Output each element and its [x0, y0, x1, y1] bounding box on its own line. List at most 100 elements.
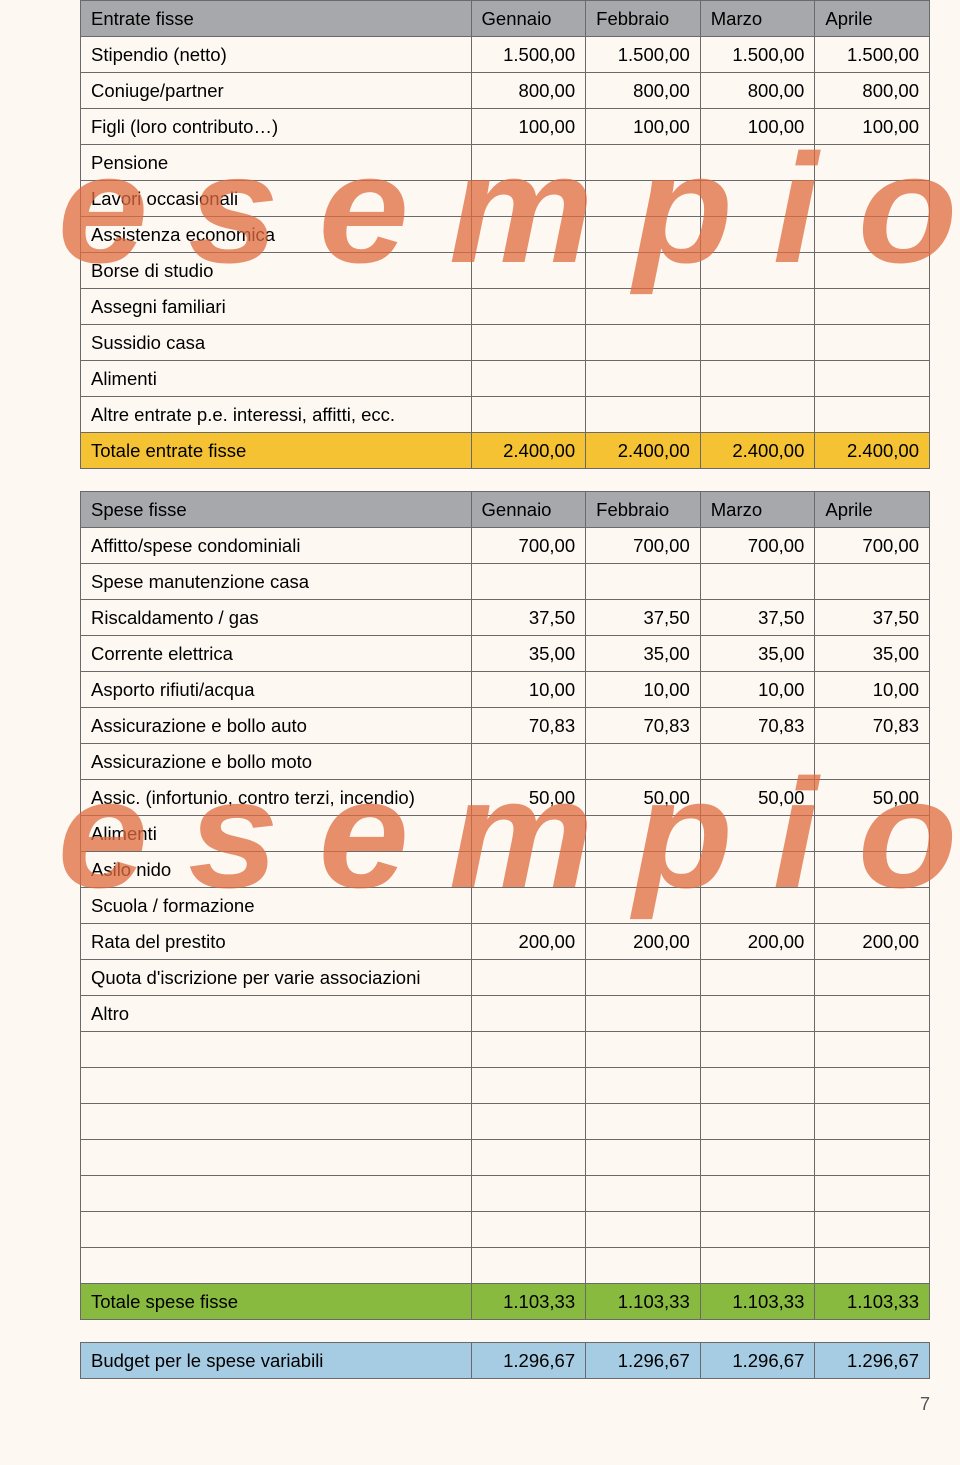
entrate-total-0: 2.400,00	[471, 433, 586, 469]
table-row	[81, 1212, 930, 1248]
table-row: Alimenti	[81, 361, 930, 397]
spese-row-value: 50,00	[815, 780, 930, 816]
spese-row-label: Scuola / formazione	[81, 888, 472, 924]
spese-row-label	[81, 1176, 472, 1212]
table-row: Sussidio casa	[81, 325, 930, 361]
spese-total-0: 1.103,33	[471, 1284, 586, 1320]
table-row: Affitto/spese condominiali700,00700,0070…	[81, 528, 930, 564]
entrate-row-label: Pensione	[81, 145, 472, 181]
spese-row-value: 50,00	[700, 780, 815, 816]
col-month-1b: Febbraio	[586, 492, 701, 528]
col-month-2: Marzo	[700, 1, 815, 37]
table-row: Altre entrate p.e. interessi, affitti, e…	[81, 397, 930, 433]
entrate-row-value: 100,00	[815, 109, 930, 145]
entrate-total-label: Totale entrate fisse	[81, 433, 472, 469]
spese-row-value	[586, 564, 701, 600]
entrate-row-value	[700, 217, 815, 253]
spese-row-value	[815, 564, 930, 600]
table-row: Scuola / formazione	[81, 888, 930, 924]
entrate-row-value	[700, 289, 815, 325]
entrate-row-value	[586, 181, 701, 217]
spese-row-value	[815, 996, 930, 1032]
entrate-row-value: 800,00	[815, 73, 930, 109]
entrate-row-value	[586, 325, 701, 361]
table-row: Corrente elettrica35,0035,0035,0035,00	[81, 636, 930, 672]
spese-row-value	[815, 816, 930, 852]
spese-row-value: 70,83	[471, 708, 586, 744]
spese-row-value	[815, 1212, 930, 1248]
spese-row-value: 37,50	[471, 600, 586, 636]
spese-row-label: Spese manutenzione casa	[81, 564, 472, 600]
entrate-row-label: Alimenti	[81, 361, 472, 397]
entrate-header-row: Entrate fisse Gennaio Febbraio Marzo Apr…	[81, 1, 930, 37]
table-row: Rata del prestito200,00200,00200,00200,0…	[81, 924, 930, 960]
spese-row-value	[586, 996, 701, 1032]
spese-row-value	[815, 888, 930, 924]
spese-row-value	[815, 1140, 930, 1176]
entrate-row-value: 800,00	[700, 73, 815, 109]
table-row: Assic. (infortunio, contro terzi, incend…	[81, 780, 930, 816]
spese-row-value	[586, 1104, 701, 1140]
entrate-row-value	[815, 145, 930, 181]
table-row	[81, 1140, 930, 1176]
spese-row-value: 10,00	[586, 672, 701, 708]
entrate-row-value	[815, 181, 930, 217]
entrate-row-label: Lavori occasionali	[81, 181, 472, 217]
spese-row-value: 70,83	[700, 708, 815, 744]
entrate-row-value: 800,00	[471, 73, 586, 109]
spese-row-value	[586, 1248, 701, 1284]
budget-val-0: 1.296,67	[471, 1343, 586, 1379]
spese-row-label	[81, 1104, 472, 1140]
spese-row-value: 35,00	[700, 636, 815, 672]
budget-label: Budget per le spese variabili	[81, 1343, 472, 1379]
budget-val-3: 1.296,67	[815, 1343, 930, 1379]
spese-row-value	[815, 1068, 930, 1104]
table-row: Assegni familiari	[81, 289, 930, 325]
spese-row-label: Corrente elettrica	[81, 636, 472, 672]
entrate-row-value	[471, 217, 586, 253]
table-row: Stipendio (netto)1.500,001.500,001.500,0…	[81, 37, 930, 73]
spese-row-value	[586, 1032, 701, 1068]
entrate-row-value: 100,00	[700, 109, 815, 145]
spese-row-value	[471, 1032, 586, 1068]
spese-row-value	[815, 1104, 930, 1140]
spese-row-value: 50,00	[586, 780, 701, 816]
spese-row-value: 200,00	[586, 924, 701, 960]
spese-row-value	[471, 852, 586, 888]
table-row	[81, 1248, 930, 1284]
spese-row-label: Assicurazione e bollo auto	[81, 708, 472, 744]
spese-row-value	[700, 1176, 815, 1212]
spese-row-value: 70,83	[815, 708, 930, 744]
spese-row-label: Assic. (infortunio, contro terzi, incend…	[81, 780, 472, 816]
entrate-row-value: 1.500,00	[700, 37, 815, 73]
entrate-title: Entrate fisse	[81, 1, 472, 37]
entrate-row-value: 1.500,00	[815, 37, 930, 73]
spese-row-label: Quota d'iscrizione per varie associazion…	[81, 960, 472, 996]
table-entrate: Entrate fisse Gennaio Febbraio Marzo Apr…	[80, 0, 930, 469]
spese-row-value	[815, 960, 930, 996]
spese-row-value: 700,00	[471, 528, 586, 564]
entrate-row-value: 100,00	[471, 109, 586, 145]
table-row: Coniuge/partner800,00800,00800,00800,00	[81, 73, 930, 109]
spese-total-2: 1.103,33	[700, 1284, 815, 1320]
entrate-total-2: 2.400,00	[700, 433, 815, 469]
entrate-total-3: 2.400,00	[815, 433, 930, 469]
spese-row-value	[586, 852, 701, 888]
spese-row-value: 700,00	[815, 528, 930, 564]
spese-row-value	[471, 564, 586, 600]
spese-row-value	[471, 960, 586, 996]
spese-row-value	[586, 888, 701, 924]
table-row: Asporto rifiuti/acqua10,0010,0010,0010,0…	[81, 672, 930, 708]
col-month-3b: Aprile	[815, 492, 930, 528]
spese-row-label: Rata del prestito	[81, 924, 472, 960]
table-row: Alimenti	[81, 816, 930, 852]
entrate-row-value	[586, 253, 701, 289]
spese-row-value	[700, 744, 815, 780]
spese-total-row: Totale spese fisse 1.103,33 1.103,33 1.1…	[81, 1284, 930, 1320]
table-row: Riscaldamento / gas37,5037,5037,5037,50	[81, 600, 930, 636]
spese-total-3: 1.103,33	[815, 1284, 930, 1320]
entrate-row-value	[471, 253, 586, 289]
spese-row-value	[471, 816, 586, 852]
table-spese: Spese fisse Gennaio Febbraio Marzo April…	[80, 491, 930, 1320]
spese-row-value	[700, 1068, 815, 1104]
